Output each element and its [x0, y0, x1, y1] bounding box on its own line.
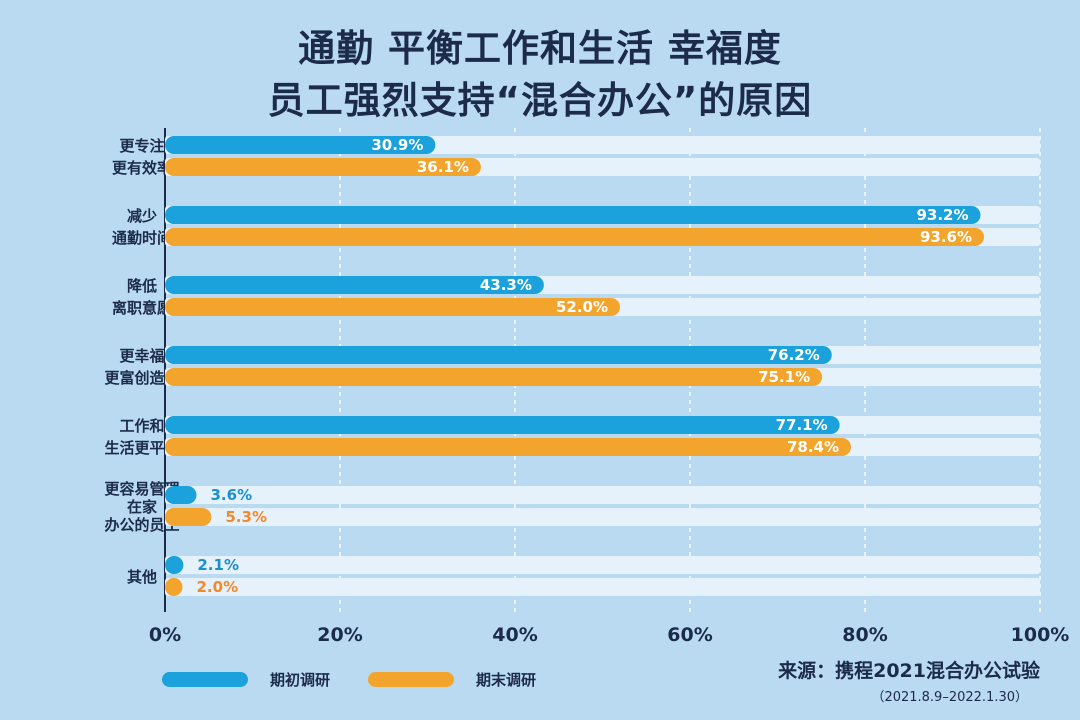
category-label: 更有效率: [112, 159, 172, 177]
category-label: 在家: [127, 498, 157, 516]
bar-series-1: [165, 346, 832, 364]
chart-title-line-1: 通勤 平衡工作和生活 幸福度: [298, 27, 782, 70]
category-label: 离职意愿: [112, 299, 172, 317]
data-label: 2.0%: [197, 578, 239, 596]
data-label: 93.6%: [920, 228, 972, 246]
data-label: 2.1%: [197, 556, 239, 574]
x-tick-label: 80%: [842, 624, 887, 646]
x-tick-label: 60%: [667, 624, 712, 646]
category-label: 更容易管理: [104, 480, 179, 498]
bar-series-2: [165, 368, 823, 386]
data-label: 5.3%: [225, 508, 267, 526]
category-label: 通勤时间: [112, 229, 172, 247]
data-label: 77.1%: [776, 416, 828, 434]
x-tick-label: 0%: [149, 624, 181, 646]
category-label: 减少: [127, 207, 157, 225]
bar-series-1: [165, 276, 544, 294]
bar-series-1: [165, 206, 981, 224]
legend-swatch-series-1: [162, 672, 248, 687]
bar-track: [165, 578, 1040, 596]
x-tick-label: 40%: [492, 624, 537, 646]
bar-track: [165, 486, 1040, 504]
category-label: 更富创造力: [104, 369, 179, 387]
bar-series-1: [165, 486, 197, 504]
bar-series-2: [165, 438, 851, 456]
category-label: 工作和: [119, 417, 164, 435]
category-label: 生活更平衡: [104, 439, 179, 457]
chart-title-line-2: 员工强烈支持“混合办公”的原因: [267, 79, 813, 122]
category-label: 降低: [127, 277, 157, 295]
data-label: 93.2%: [916, 206, 968, 224]
data-label: 76.2%: [768, 346, 820, 364]
bar-series-1: [165, 136, 436, 154]
bar-series-2: [165, 508, 212, 526]
source-note: 来源：携程2021混合办公试验: [778, 660, 1040, 682]
data-label: 3.6%: [211, 486, 253, 504]
x-tick-label: 20%: [317, 624, 362, 646]
category-label: 更专注: [119, 137, 164, 155]
category-label: 其他: [127, 568, 157, 586]
data-label: 52.0%: [556, 298, 608, 316]
bar-series-2: [165, 578, 183, 596]
x-tick-label: 100%: [1011, 624, 1070, 646]
bar-series-2: [165, 158, 481, 176]
category-label: 办公的员工: [104, 516, 179, 534]
legend-swatch-series-2: [368, 672, 454, 687]
bar-track: [165, 556, 1040, 574]
category-label: 更幸福: [119, 347, 164, 365]
legend-label-series-1: 期初调研: [270, 671, 331, 689]
data-label: 78.4%: [787, 438, 839, 456]
bar-series-1: [165, 556, 184, 574]
source-date-range: （2021.8.9–2022.1.30）: [871, 690, 1028, 705]
bar-track: [165, 508, 1040, 526]
bar-series-2: [165, 298, 620, 316]
data-label: 75.1%: [758, 368, 810, 386]
bar-series-2: [165, 228, 984, 246]
data-label: 36.1%: [417, 158, 469, 176]
data-label: 30.9%: [371, 136, 423, 154]
legend-label-series-2: 期末调研: [476, 671, 537, 689]
data-label: 43.3%: [480, 276, 532, 294]
bar-series-1: [165, 416, 840, 434]
